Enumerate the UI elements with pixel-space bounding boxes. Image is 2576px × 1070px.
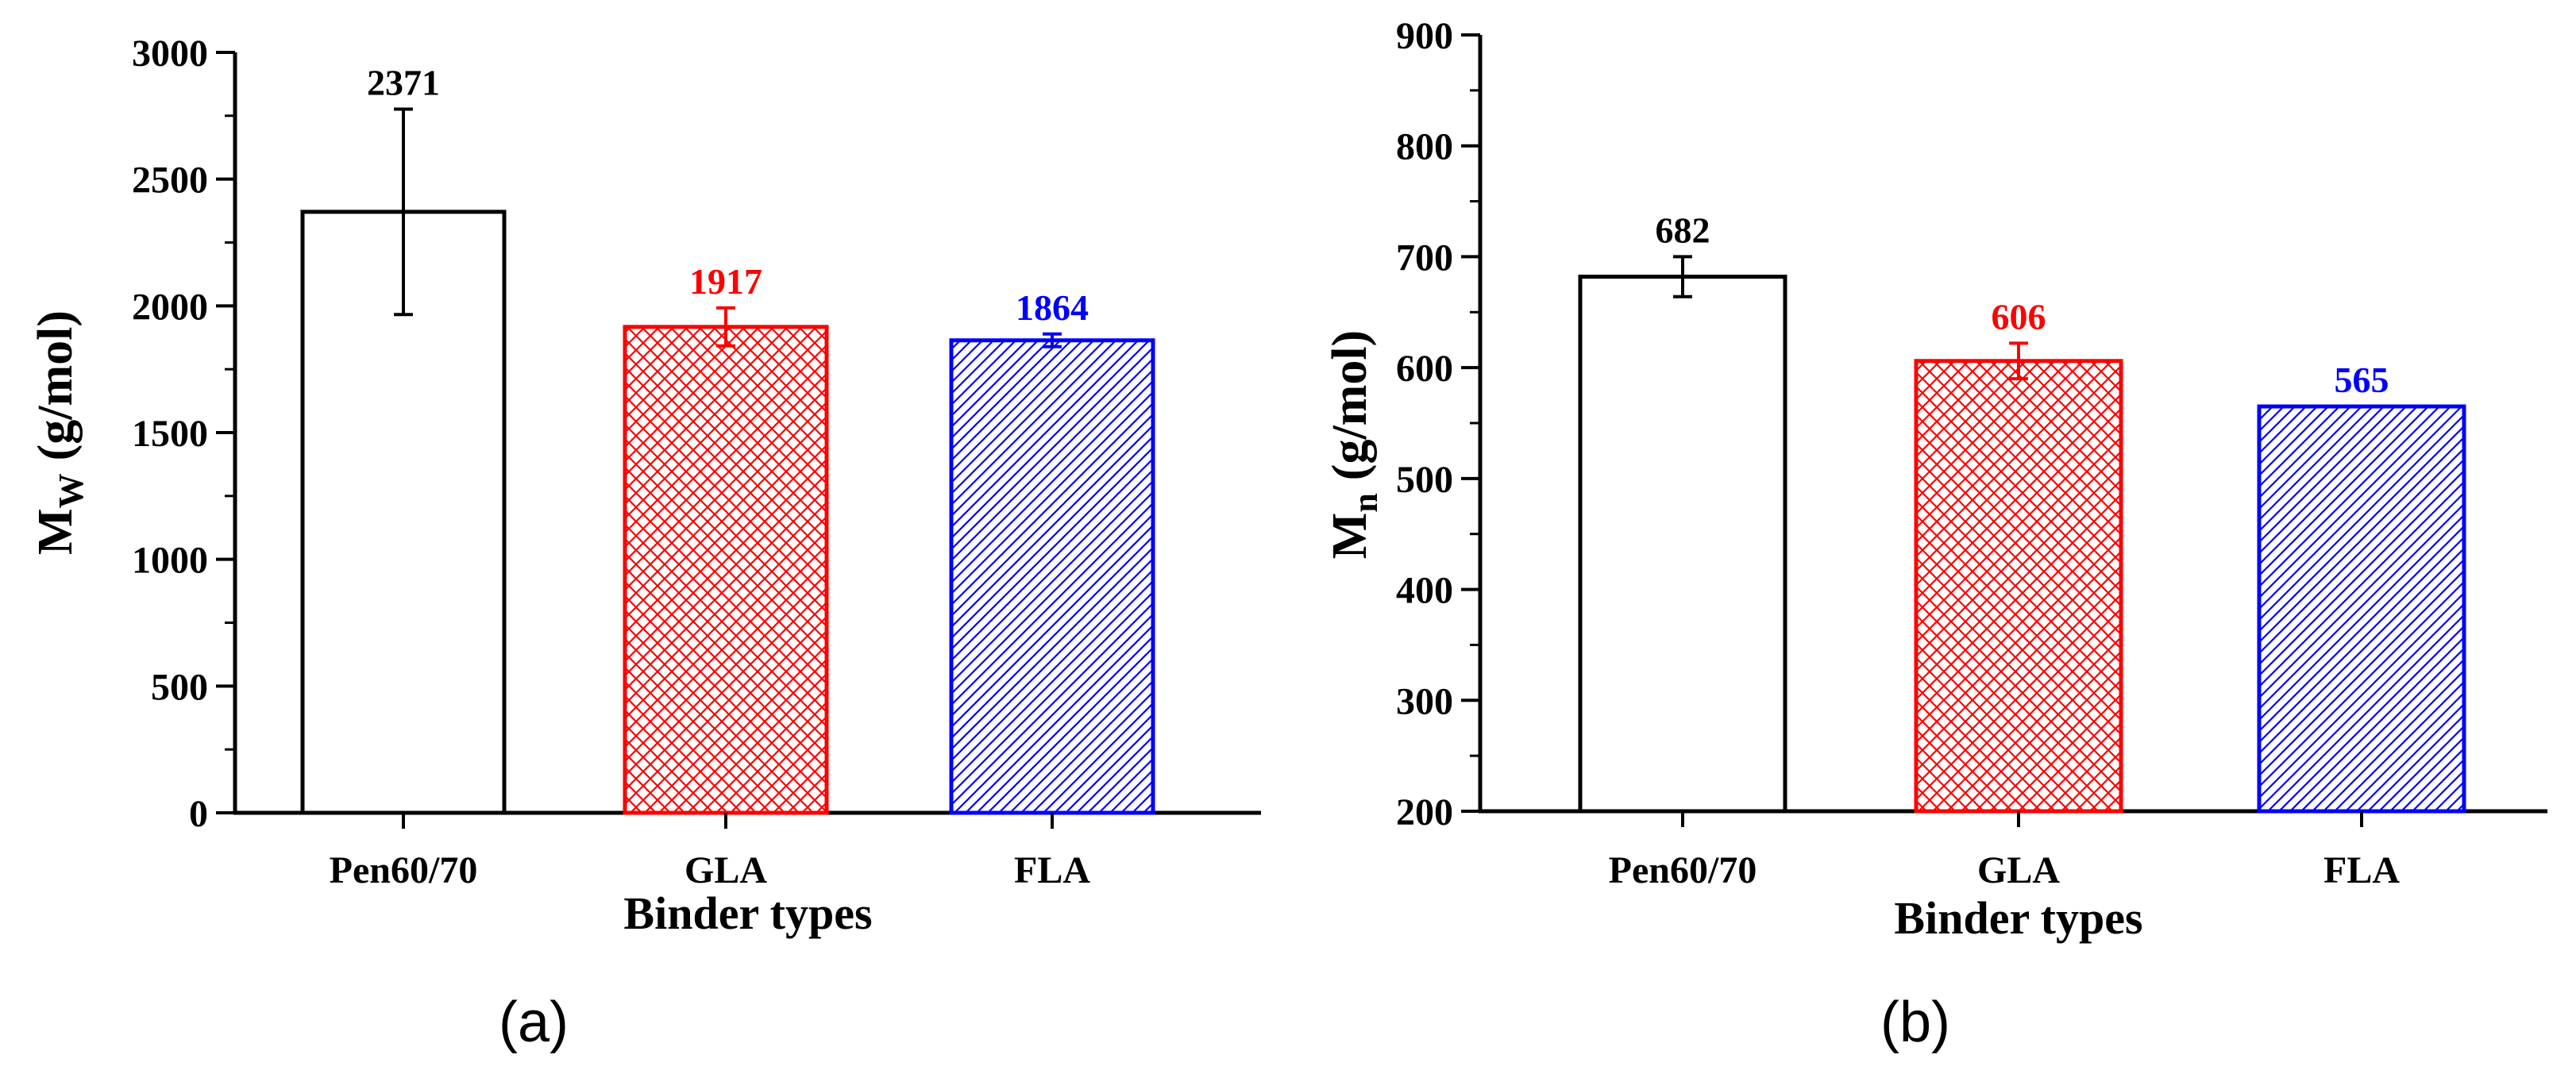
panel-b-y-tick-label: 200	[1396, 791, 1453, 833]
panel-a-y-tick-label: 2500	[132, 160, 208, 202]
panel-b-error-bar	[1673, 255, 1692, 298]
panel-b-y-tick-label: 700	[1396, 237, 1453, 279]
panel-a-error-bar	[1043, 332, 1062, 348]
panel-b-y-tick-label: 300	[1396, 680, 1453, 722]
panel-a-y-tick-label: 0	[189, 793, 208, 835]
panel-b-y-label-main: M	[1323, 513, 1377, 560]
panel-b-y-tick-label: 600	[1396, 348, 1453, 390]
panel-b-y-label-unit: (g/mol)	[1323, 330, 1377, 480]
panel-a-x-axis-label: Binder types	[623, 887, 872, 939]
panel-a-y-tick-label: 2000	[132, 286, 208, 328]
panel-a-y-label-unit: (g/mol)	[29, 310, 83, 460]
panel-a-y-label-main: M	[29, 508, 83, 555]
panel-a-label: (a)	[499, 991, 569, 1054]
panel-b-y-tick-label: 800	[1396, 126, 1453, 168]
panel-b-x-tick-label: Pen60/70	[1609, 849, 1757, 891]
panel-a-data-label: 1864	[1016, 287, 1089, 328]
panel-b-y-tick-label: 400	[1396, 570, 1453, 612]
panel-a-y-tick-label: 500	[151, 666, 208, 708]
panel-a-x-tick-label: Pen60/70	[330, 849, 478, 891]
panel-b-data-label: 682	[1656, 210, 1710, 250]
panel-b-label: (b)	[1880, 991, 1950, 1054]
panel-a-error-bar	[394, 107, 413, 317]
panel-a-y-tick-label: 1500	[132, 413, 208, 455]
panel-a-error-bar	[716, 306, 735, 348]
panel-b-y-tick-label: 500	[1396, 459, 1453, 501]
panel-b-chart: 200 300 400 500 600 700 800 900 682 606 565 Pen60…	[1323, 15, 2547, 1054]
panel-b-bar-fla	[2257, 404, 2466, 814]
panel-b-y-label-sub: n	[1346, 493, 1385, 512]
panel-b-y-axis-label: Mn (g/mol)	[1323, 330, 1385, 559]
panel-b-error-bar	[2009, 341, 2028, 381]
panel-a-y-label-sub: W	[52, 473, 91, 508]
panel-b-data-label: 565	[2335, 360, 2389, 400]
panel-a-chart: 0 500 1000 1500 2000 2500 3000 2371 1917 1864 Pe…	[29, 33, 1261, 1054]
panel-b-bar-gla	[1914, 359, 2123, 814]
panel-b-x-tick-label: FLA	[2323, 849, 2400, 891]
panel-a-bar-gla	[623, 325, 829, 815]
panel-b-x-axis-label: Binder types	[1894, 892, 2142, 944]
panel-a-x-tick-label: GLA	[684, 849, 767, 891]
panel-a-data-label: 1917	[689, 261, 762, 302]
panel-a-y-axis-label: MW (g/mol)	[29, 310, 91, 555]
panel-a-x-tick-label: FLA	[1014, 849, 1090, 891]
panel-b-bar-pen60-70	[1578, 275, 1787, 814]
panel-a-y-tick-label: 3000	[132, 33, 208, 75]
panel-a-data-label: 2371	[367, 63, 440, 103]
panel-b-x-tick-label: GLA	[1977, 849, 2060, 891]
panel-a-y-tick-label: 1000	[132, 540, 208, 582]
panel-b-y-tick-label: 900	[1396, 15, 1453, 57]
panel-b-data-label: 606	[1992, 296, 2046, 337]
panel-a-bar-fla	[949, 338, 1155, 815]
